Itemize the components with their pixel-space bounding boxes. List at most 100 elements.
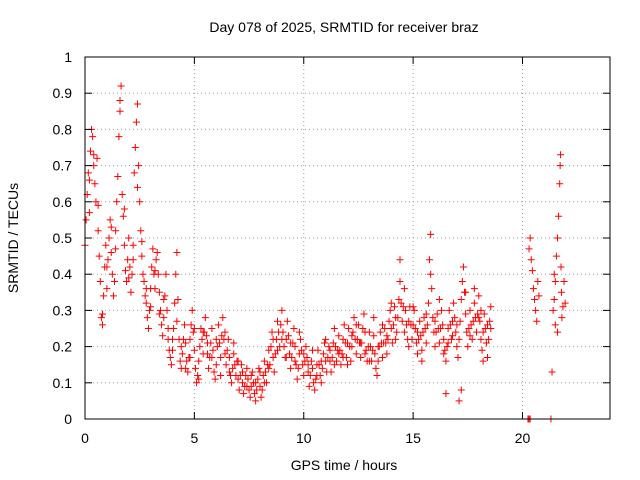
data-point [277,321,285,329]
data-point [243,382,251,390]
data-point [340,321,348,329]
data-point [205,364,213,372]
data-point [229,364,237,372]
data-point [360,310,368,318]
data-point [431,317,439,325]
x-tick-label: 5 [190,430,198,446]
data-point [191,364,199,372]
data-point [328,353,336,361]
data-point [405,317,413,325]
grid-lines [85,57,610,419]
data-point [151,285,159,293]
data-point [335,332,343,340]
data-point [305,382,313,390]
data-point [181,321,189,329]
data-point [418,346,426,354]
data-point [118,191,126,199]
data-point [128,270,136,278]
data-point [134,183,141,191]
data-point [561,299,569,307]
data-point [365,357,373,365]
data-point [551,321,559,329]
data-point [265,346,273,354]
data-point [258,386,266,394]
data-point [85,209,93,217]
data-point [293,375,301,383]
data-point [310,379,318,387]
data-point [387,299,395,307]
data-point [234,375,242,383]
data-point [418,357,426,365]
data-point [420,314,428,322]
data-point [438,306,446,314]
data-point [433,310,441,318]
data-point [186,353,194,361]
data-point [178,350,186,358]
data-point [453,343,461,351]
data-point [255,364,263,372]
data-point [93,154,101,162]
data-point [202,332,210,340]
data-point [429,314,437,322]
data-point [160,296,168,304]
data-point [115,133,123,141]
data-point [116,107,124,115]
data-point [100,292,108,300]
data-point [534,277,542,285]
data-point [104,256,112,264]
data-point [139,270,147,278]
x-tick-label: 0 [81,430,89,446]
data-point [211,375,219,383]
data-point [161,292,169,300]
data-point [458,277,466,285]
data-point [327,368,335,376]
data-point [217,353,225,361]
data-point [179,335,187,343]
data-point [459,263,467,271]
data-point [291,343,299,351]
data-point [317,379,325,387]
data-point [256,368,264,376]
data-point [269,353,277,361]
data-point [137,227,145,235]
data-point [474,310,482,318]
data-point [428,285,436,293]
data-point [131,144,139,151]
data-point [526,234,534,242]
data-point [99,321,106,329]
data-point [295,328,303,336]
data-point [454,353,462,361]
data-point [141,292,149,300]
data-point [212,361,220,369]
data-point [151,267,159,275]
data-point [463,328,471,336]
data-point [268,328,276,336]
data-point [424,299,432,307]
data-point [134,100,141,108]
data-point [410,306,418,314]
data-point [443,343,451,351]
data-point [385,317,393,325]
data-point [184,368,192,376]
data-point [558,314,566,322]
data-point [239,379,246,387]
chart-title: Day 078 of 2025, SRMTID for receiver bra… [209,19,478,35]
data-point [409,303,417,311]
data-point [469,317,477,325]
data-point [550,296,558,304]
data-point [450,299,458,307]
data-point [204,339,211,347]
data-point [113,198,121,206]
data-point [257,393,265,401]
data-point [127,288,135,296]
data-point [319,350,327,358]
x-tick-label: 10 [296,430,312,446]
data-point [531,296,539,304]
data-point [138,238,146,246]
data-point [108,270,116,278]
data-point [99,310,106,318]
data-point [397,299,405,307]
data-point [284,332,292,340]
x-tick-labels: 0 5 10 15 20 [81,430,530,446]
data-point [298,346,306,354]
